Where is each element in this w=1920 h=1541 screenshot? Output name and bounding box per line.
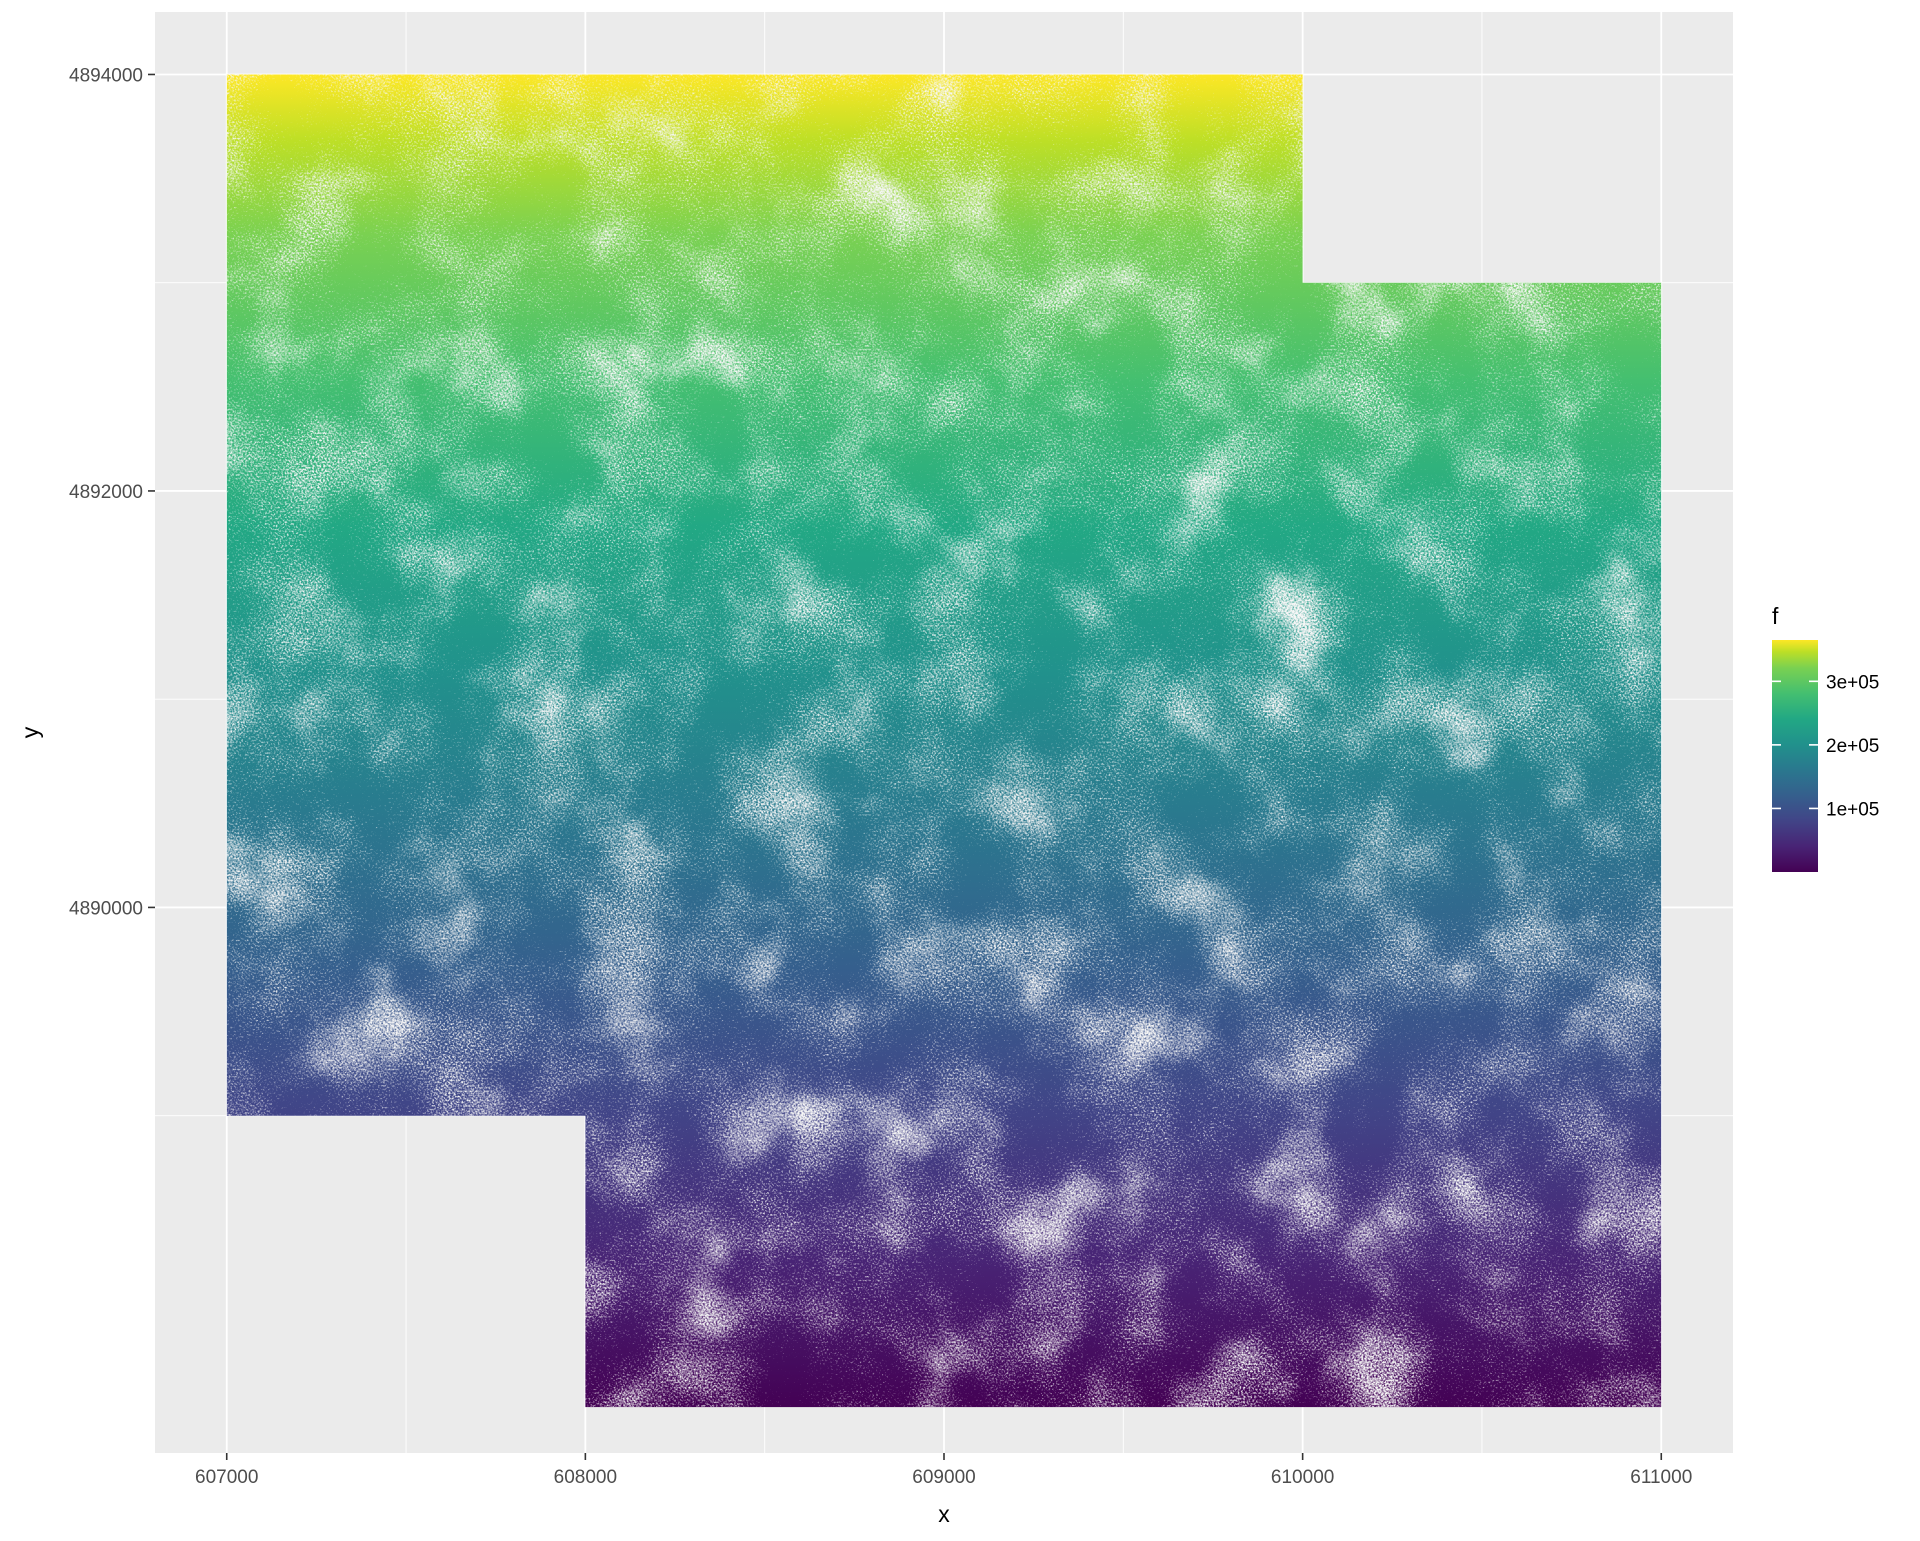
legend-title: f — [1772, 603, 1779, 629]
color-legend: f 1e+05 2e+05 3e+05 — [1772, 603, 1879, 872]
x-tick-label: 608000 — [554, 1467, 617, 1488]
x-axis-title: x — [938, 1501, 950, 1527]
y-tick-label: 4890000 — [69, 898, 143, 919]
colorbar-tick-label: 2e+05 — [1826, 736, 1879, 757]
colorbar-tick-label: 1e+05 — [1826, 799, 1879, 820]
y-axis-title: y — [17, 726, 43, 738]
x-tick-label: 610000 — [1271, 1467, 1334, 1488]
y-tick-label: 4892000 — [69, 482, 143, 503]
x-tick-label: 609000 — [912, 1467, 975, 1488]
colorbar: 1e+05 2e+05 3e+05 — [1772, 640, 1879, 872]
colorbar-tick-label: 3e+05 — [1826, 672, 1879, 693]
axes: 607000 608000 609000 610000 611000 4890000 489… — [69, 65, 1692, 1488]
colorbar-gradient — [1772, 640, 1818, 872]
x-tick-label: 611000 — [1630, 1467, 1692, 1488]
x-tick-label: 607000 — [195, 1467, 258, 1488]
y-tick-label: 4894000 — [69, 65, 143, 86]
